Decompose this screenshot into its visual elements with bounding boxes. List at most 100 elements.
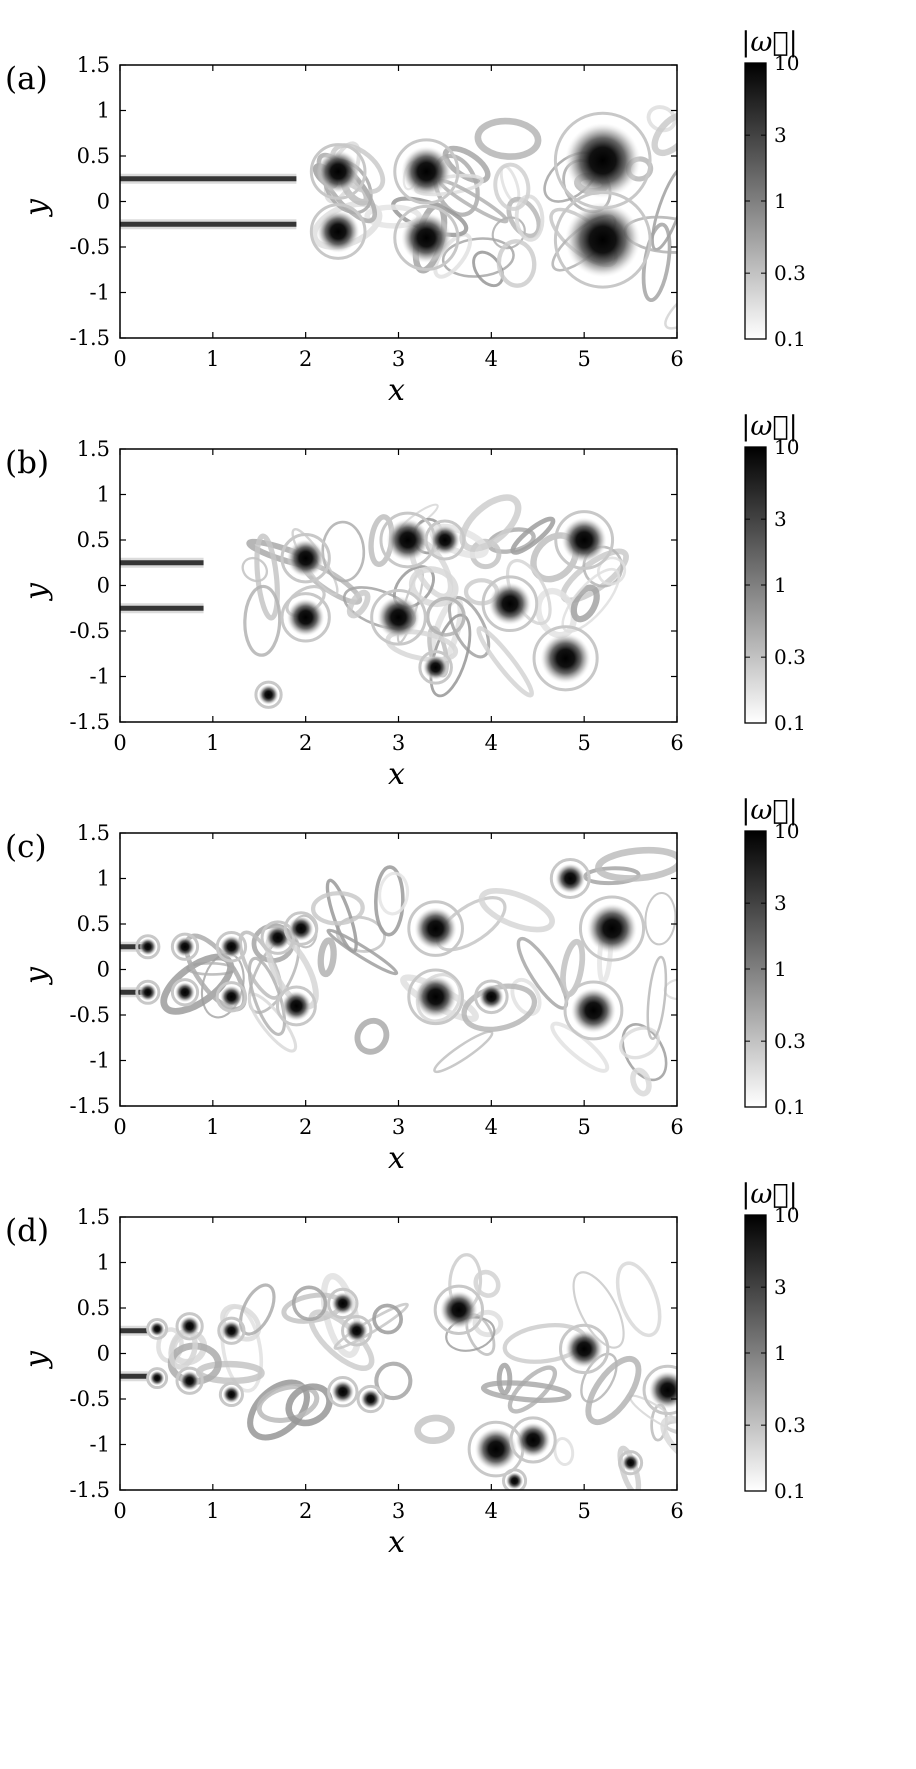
colorbar-tick-label: 10 (774, 435, 799, 459)
vortex-core (474, 1427, 518, 1471)
y-tick-label: -0.5 (70, 235, 111, 259)
x-tick-label: 6 (670, 347, 683, 371)
x-tick-label: 2 (299, 731, 312, 755)
vortex-core (401, 212, 452, 263)
colorbar-title: |ω⃗| (741, 27, 797, 58)
vortex-cores (146, 1284, 677, 1490)
vortex-core (149, 1370, 165, 1386)
vortex-core (331, 1292, 355, 1315)
x-tick-label: 0 (113, 731, 126, 755)
y-tick-label: 1.5 (77, 1205, 110, 1229)
x-axis-label: x (388, 373, 405, 408)
colorbar-tick-label: 3 (774, 123, 787, 147)
vorticity-field (120, 449, 677, 722)
y-tick-label: -1.5 (70, 1094, 111, 1118)
vortex-core (555, 863, 586, 894)
y-tick-label: 1.5 (77, 437, 110, 461)
shear-layers (120, 557, 204, 614)
vortex-core (345, 1319, 369, 1343)
x-tick-label: 3 (392, 731, 405, 755)
x-tick-label: 4 (485, 1499, 498, 1523)
vortex-core (139, 937, 157, 956)
y-tick-label: -0.5 (70, 1387, 111, 1411)
y-tick-label: -1.5 (70, 1478, 111, 1502)
vorticity-plot: 0 1 2 3 4 5 6 x 1.5 1 0.5 0 -0.5 -1 -1.5 y |ω⃗|10 3 1 0.3 0.… (19, 411, 806, 792)
x-tick-label: 4 (485, 1115, 498, 1139)
panel-4: (d) 0 1 2 3 4 5 6 x 1.5 1 0.5 0 -0.5 -1 -1.5 y |ω⃗| 10 3 1 0.… (0, 1177, 916, 1597)
vortex-core (565, 122, 641, 199)
y-tick-label: 0 (97, 190, 110, 214)
y-tick-label: 0 (97, 574, 110, 598)
y-axis-label: y (19, 1350, 54, 1370)
vortex-core (220, 985, 243, 1009)
colorbar-tick-label: 0.1 (774, 1095, 806, 1119)
vortex-core (316, 150, 360, 193)
y-tick-label: -1 (90, 281, 110, 305)
vortex-core (222, 1385, 241, 1404)
vortex-core (505, 1472, 524, 1490)
colorbar: |ω⃗|10 3 1 0.3 0.1 (741, 411, 806, 735)
x-tick-label: 2 (299, 1499, 312, 1523)
y-axis: 1.5 1 0.5 0 -0.5 -1 -1.5 (70, 437, 677, 734)
vortex-cores (254, 510, 615, 709)
x-tick-label: 0 (113, 1115, 126, 1139)
colorbar-tick-label: 0.3 (774, 261, 806, 285)
y-tick-label: 1 (97, 867, 110, 891)
x-tick-label: 2 (299, 347, 312, 371)
vortex-core (360, 1388, 381, 1410)
vortex-core (174, 936, 196, 957)
panel-2: (b) 0 1 2 3 4 5 6 x 1.5 1 0.5 0 -0.5 -1 -1.5 y |ω⃗| 10 3 1 0.… (0, 409, 916, 829)
vorticity-plot: 0 1 2 3 4 5 6 x 1.5 1 0.5 0 -0.5 -1 -1.5 y |ω⃗|10 3 1 0.3 0.… (19, 1179, 806, 1560)
vortex-core (561, 517, 607, 563)
x-tick-label: 5 (577, 1499, 590, 1523)
x-tick-label: 3 (392, 1115, 405, 1139)
colorbar-tick-label: 0.1 (774, 711, 806, 735)
y-axis: 1.5 1 0.5 0 -0.5 -1 -1.5 (70, 1205, 677, 1502)
colorbar: |ω⃗|10 3 1 0.3 0.1 (741, 27, 806, 351)
x-axis: 0 1 2 3 4 5 6 (113, 65, 684, 371)
vortex-core (316, 210, 360, 253)
y-tick-label: -1 (90, 1049, 110, 1073)
y-axis-label: y (19, 966, 54, 986)
x-tick-label: 6 (670, 731, 683, 755)
y-tick-label: 0.5 (77, 144, 110, 168)
colorbar-tick-label: 3 (774, 507, 787, 531)
colorbar-tick-label: 3 (774, 891, 787, 915)
colorbar-title: |ω⃗| (741, 411, 797, 442)
x-axis: 0 1 2 3 4 5 6 (113, 1217, 684, 1523)
colorbar-tick-label: 0.3 (774, 645, 806, 669)
panel-1: (a) 0 1 2 3 4 5 6 x 1.5 1 0.5 0 -0.5 -1 -1.5 y |ω⃗| 10 3 1 0.… (0, 25, 916, 445)
x-tick-label: 5 (577, 347, 590, 371)
colorbar-tick-label: 1 (774, 189, 787, 213)
y-tick-label: -1 (90, 1433, 110, 1457)
x-tick-label: 3 (392, 1499, 405, 1523)
vortex-core (221, 1320, 242, 1341)
x-tick-label: 2 (299, 1115, 312, 1139)
panel-label: (a) (5, 61, 48, 97)
colorbar-tick-label: 0.1 (774, 1479, 806, 1503)
x-tick-label: 4 (485, 731, 498, 755)
vortex-core (139, 983, 157, 1002)
vortex-core (288, 916, 314, 942)
y-tick-label: 0 (97, 958, 110, 982)
vorticity-field (120, 1217, 677, 1490)
vortex-core (331, 1380, 355, 1403)
y-axis: 1.5 1 0.5 0 -0.5 -1 -1.5 (70, 53, 677, 350)
y-tick-label: 0.5 (77, 912, 110, 936)
vortex-core (565, 202, 641, 278)
y-axis: 1.5 1 0.5 0 -0.5 -1 -1.5 (70, 821, 677, 1118)
panel-label: (c) (5, 829, 47, 865)
vorticity-field (120, 65, 677, 338)
x-tick-label: 1 (206, 347, 219, 371)
x-axis-label: x (388, 1141, 405, 1176)
vortex-core (515, 1422, 551, 1458)
x-tick-label: 4 (485, 347, 498, 371)
vortex-core (429, 524, 460, 556)
x-axis: 0 1 2 3 4 5 6 (113, 833, 684, 1139)
colorbar-title: |ω⃗| (741, 1179, 797, 1210)
vortex-core (414, 907, 457, 950)
x-tick-label: 5 (577, 731, 590, 755)
vortex-core (377, 596, 420, 639)
vortex-core (440, 1291, 478, 1329)
colorbar-tick-label: 10 (774, 819, 799, 843)
